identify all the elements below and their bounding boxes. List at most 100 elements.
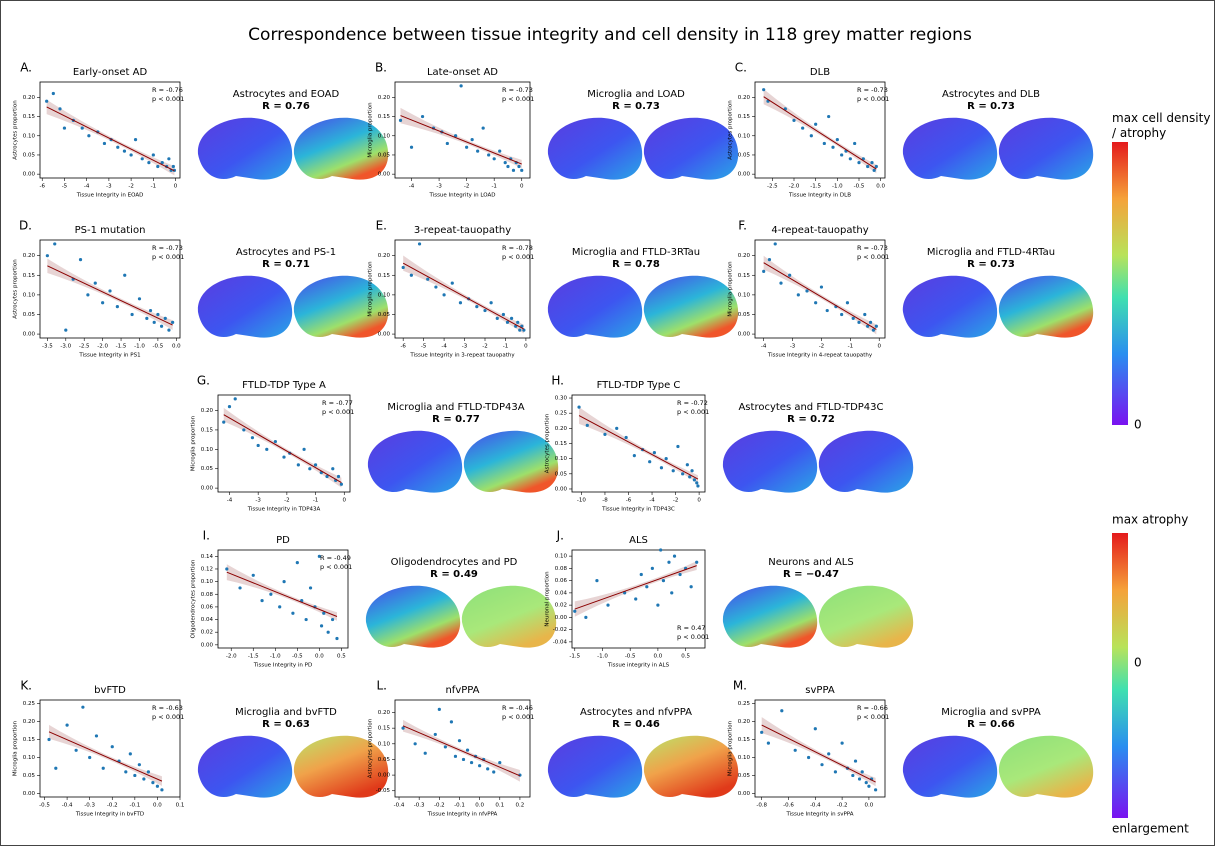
brain-map xyxy=(818,585,914,648)
data-point xyxy=(835,138,839,142)
x-tick-label: -0.4 xyxy=(62,803,73,809)
x-tick-label: -1 xyxy=(151,184,156,190)
x-tick-label: -1 xyxy=(503,344,508,350)
data-point xyxy=(577,405,581,409)
brain-map xyxy=(643,117,739,180)
confidence-band xyxy=(763,89,877,174)
y-tick-label: 0.10 xyxy=(378,741,391,747)
data-point xyxy=(449,720,454,724)
data-point xyxy=(433,732,437,737)
r-annotation: R = -0.78 xyxy=(502,244,533,252)
data-point xyxy=(840,741,844,745)
data-point xyxy=(454,134,458,138)
y-tick-label: 0.12 xyxy=(201,566,213,572)
data-point xyxy=(863,312,867,317)
brain-map xyxy=(547,117,643,180)
x-axis-label: Tissue Integrity in svPPA xyxy=(785,812,853,818)
panel-label: A. xyxy=(20,61,32,75)
data-point xyxy=(872,168,876,172)
x-axis-label: Tissue Integrity in 3-repeat tauopathy xyxy=(409,353,515,359)
x-tick-label: -0.2 xyxy=(434,803,445,809)
y-tick-label: 0.00 xyxy=(378,773,391,779)
y-tick-label: 0.00 xyxy=(738,332,751,338)
panel-label: G. xyxy=(197,374,210,388)
data-point xyxy=(137,763,141,767)
data-point xyxy=(483,308,487,313)
x-tick-label: 0.0 xyxy=(654,654,663,660)
panel-title: DLB xyxy=(810,67,830,78)
y-tick-label: 0.20 xyxy=(201,408,214,414)
y-axis-label: Astrocytes proportion xyxy=(13,100,19,160)
p-annotation: p < 0.001 xyxy=(677,633,709,641)
p-annotation: p < 0.001 xyxy=(857,253,889,261)
data-point xyxy=(632,454,636,458)
colorbar-label: max atrophy xyxy=(1112,513,1188,527)
x-tick-label: -1.0 xyxy=(134,344,145,350)
data-point xyxy=(401,726,405,730)
data-point xyxy=(503,161,507,165)
data-point xyxy=(151,153,155,157)
data-point xyxy=(108,289,112,293)
data-point xyxy=(128,752,132,756)
data-point xyxy=(398,118,403,122)
r-annotation: R = -0.73 xyxy=(857,86,888,94)
data-point xyxy=(805,289,809,293)
regression-line xyxy=(48,731,163,782)
data-point xyxy=(788,273,792,277)
data-point xyxy=(256,443,260,448)
x-tick-label: -4 xyxy=(84,184,90,190)
data-point xyxy=(780,709,784,713)
panel-title: nfvPPA xyxy=(445,685,479,696)
data-point xyxy=(868,320,873,324)
y-tick-label: 0.10 xyxy=(23,133,36,139)
map-title: Oligodendrocytes and PD xyxy=(391,557,518,568)
x-tick-label: -2.0 xyxy=(789,184,800,190)
x-tick-label: -2.5 xyxy=(767,184,778,190)
data-point xyxy=(457,739,462,743)
x-tick-label: -0.3 xyxy=(84,803,95,809)
data-point xyxy=(695,481,699,485)
x-tick-label: -1.0 xyxy=(832,184,843,190)
data-point xyxy=(58,107,62,111)
data-point xyxy=(409,145,414,149)
data-point xyxy=(251,573,255,577)
p-annotation: p < 0.001 xyxy=(857,713,889,721)
x-tick-label: -1.5 xyxy=(116,344,127,350)
data-point xyxy=(51,91,55,96)
data-point xyxy=(227,405,232,409)
map-title: Astrocytes and FTLD-TDP43C xyxy=(738,402,883,413)
data-point xyxy=(443,745,447,749)
x-axis-label: Tissue Integrity in PD xyxy=(253,663,312,669)
y-tick-label: 0.15 xyxy=(378,114,391,120)
x-tick-label: -3 xyxy=(106,184,112,190)
panel-title: FTLD-TDP Type C xyxy=(597,380,681,391)
y-tick-label: 0.05 xyxy=(23,152,36,158)
y-tick-label: 0.25 xyxy=(23,701,36,707)
data-point xyxy=(851,316,855,320)
data-point xyxy=(511,168,516,172)
x-tick-label: -0.8 xyxy=(756,803,767,809)
brain-map xyxy=(902,275,998,338)
data-point xyxy=(489,301,493,305)
panel-label: F. xyxy=(738,219,747,233)
data-point xyxy=(688,475,692,479)
x-tick-label: -0.2 xyxy=(837,803,848,809)
data-point xyxy=(167,328,171,332)
data-point xyxy=(148,308,153,313)
x-tick-label: -4 xyxy=(649,498,655,504)
x-tick-label: -0.1 xyxy=(129,803,140,809)
x-axis-label: Tissue Integrity in TDP43C xyxy=(601,507,675,513)
data-point xyxy=(501,312,506,317)
p-annotation: p < 0.001 xyxy=(857,95,889,103)
data-point xyxy=(133,773,137,778)
data-point xyxy=(870,161,874,165)
r-annotation: R = -0.76 xyxy=(152,86,183,94)
data-point xyxy=(840,312,844,317)
data-point xyxy=(509,316,514,320)
p-annotation: p < 0.001 xyxy=(320,563,352,571)
data-point xyxy=(296,463,300,467)
x-tick-label: -3.0 xyxy=(60,344,71,350)
y-tick-label: -0.02 xyxy=(553,627,567,633)
x-axis-label: Tissue Integrity in DLB xyxy=(788,193,851,199)
x-tick-label: -0.3 xyxy=(414,803,425,809)
